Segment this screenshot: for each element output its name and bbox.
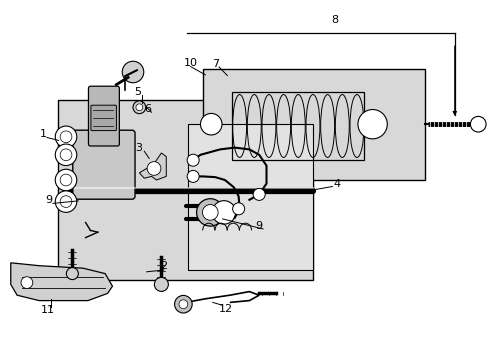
FancyBboxPatch shape bbox=[88, 86, 119, 146]
Polygon shape bbox=[203, 69, 425, 180]
Text: 1: 1 bbox=[40, 129, 46, 139]
Circle shape bbox=[133, 101, 145, 114]
Polygon shape bbox=[139, 153, 166, 180]
Circle shape bbox=[154, 278, 168, 291]
Text: 2: 2 bbox=[160, 261, 167, 271]
Text: 12: 12 bbox=[219, 304, 232, 314]
Circle shape bbox=[253, 188, 264, 201]
Bar bbox=[232, 92, 364, 160]
Text: 3: 3 bbox=[135, 143, 142, 153]
Circle shape bbox=[55, 169, 77, 191]
Text: 9: 9 bbox=[45, 195, 52, 205]
FancyBboxPatch shape bbox=[91, 105, 116, 131]
Circle shape bbox=[122, 61, 143, 83]
Text: 6: 6 bbox=[144, 104, 151, 114]
Circle shape bbox=[55, 126, 77, 148]
Circle shape bbox=[136, 104, 142, 111]
Circle shape bbox=[174, 296, 192, 313]
Circle shape bbox=[55, 191, 77, 212]
Text: 7: 7 bbox=[211, 59, 218, 69]
Circle shape bbox=[212, 201, 235, 224]
Polygon shape bbox=[58, 100, 312, 280]
Text: 10: 10 bbox=[183, 58, 197, 68]
FancyBboxPatch shape bbox=[73, 130, 135, 199]
Circle shape bbox=[187, 170, 199, 183]
Circle shape bbox=[60, 174, 72, 186]
Text: 11: 11 bbox=[41, 305, 55, 315]
Text: 4: 4 bbox=[333, 179, 340, 189]
Circle shape bbox=[196, 199, 224, 226]
Text: 5: 5 bbox=[134, 87, 141, 97]
Circle shape bbox=[357, 109, 386, 139]
Polygon shape bbox=[11, 263, 112, 301]
Polygon shape bbox=[188, 124, 312, 270]
Circle shape bbox=[55, 144, 77, 166]
Text: 9: 9 bbox=[255, 221, 262, 231]
Circle shape bbox=[66, 267, 78, 280]
Circle shape bbox=[179, 300, 187, 309]
Circle shape bbox=[202, 204, 218, 220]
Circle shape bbox=[187, 154, 199, 166]
Circle shape bbox=[200, 113, 222, 135]
Circle shape bbox=[60, 149, 72, 161]
Circle shape bbox=[21, 277, 33, 288]
Circle shape bbox=[469, 116, 485, 132]
Text: 8: 8 bbox=[331, 15, 338, 25]
Circle shape bbox=[147, 162, 161, 175]
Circle shape bbox=[60, 131, 72, 143]
Circle shape bbox=[60, 196, 72, 207]
Circle shape bbox=[232, 203, 244, 215]
